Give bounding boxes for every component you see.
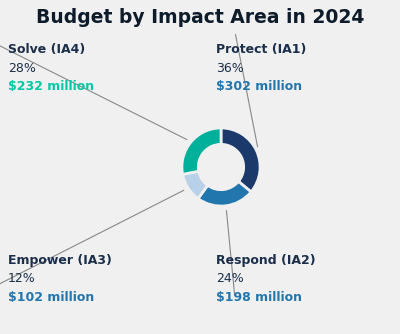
Text: 24%: 24%	[216, 272, 244, 285]
Text: Respond (IA2): Respond (IA2)	[216, 254, 316, 267]
Text: $232 million: $232 million	[8, 80, 94, 93]
Text: $102 million: $102 million	[8, 291, 94, 304]
Text: 12%: 12%	[8, 272, 36, 285]
Wedge shape	[182, 128, 221, 174]
Text: $198 million: $198 million	[216, 291, 302, 304]
Text: 36%: 36%	[216, 62, 244, 75]
Text: Budget by Impact Area in 2024: Budget by Impact Area in 2024	[36, 8, 364, 27]
Wedge shape	[183, 171, 208, 199]
Text: Solve (IA4): Solve (IA4)	[8, 43, 85, 56]
Text: 28%: 28%	[8, 62, 36, 75]
Wedge shape	[221, 128, 260, 192]
Text: Protect (IA1): Protect (IA1)	[216, 43, 306, 56]
Wedge shape	[198, 181, 251, 206]
Text: $302 million: $302 million	[216, 80, 302, 93]
Text: Empower (IA3): Empower (IA3)	[8, 254, 112, 267]
